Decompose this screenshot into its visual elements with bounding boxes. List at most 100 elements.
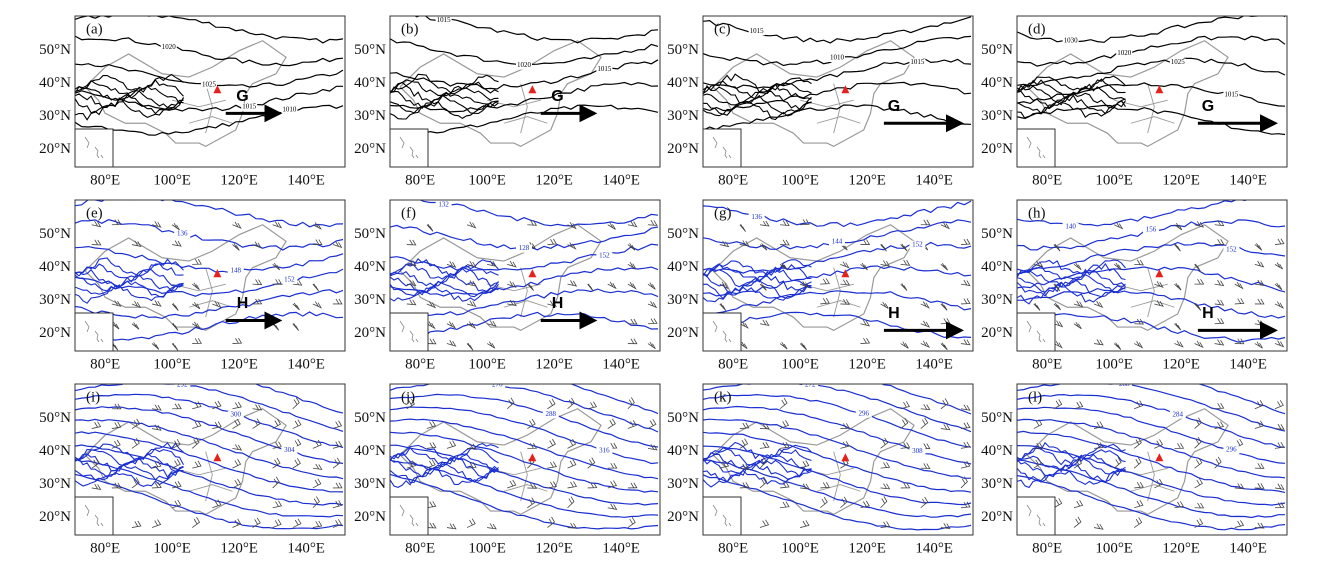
contour-line bbox=[1017, 393, 1286, 448]
wind-barb bbox=[800, 281, 810, 289]
wind-barb bbox=[1254, 420, 1265, 429]
contour-label-bg bbox=[749, 368, 765, 376]
contour-line bbox=[703, 241, 972, 274]
contour-line bbox=[1017, 456, 1126, 477]
wind-barb bbox=[1113, 457, 1122, 469]
lat-label: 20°N bbox=[354, 325, 386, 341]
wind-barb bbox=[192, 301, 201, 310]
contour-line bbox=[390, 79, 499, 97]
wind-barb bbox=[1073, 262, 1082, 271]
wind-barb bbox=[739, 438, 749, 449]
contour-line bbox=[703, 280, 812, 300]
wind-barb bbox=[192, 460, 202, 469]
wind-barb bbox=[426, 420, 437, 429]
panel-frame bbox=[702, 15, 974, 168]
contour-line bbox=[390, 451, 499, 472]
contour-label-bg bbox=[596, 252, 613, 261]
lat-label: 20°N bbox=[39, 141, 71, 157]
wind-barb bbox=[920, 463, 931, 469]
wind-barb bbox=[312, 520, 323, 528]
contour-line bbox=[1017, 384, 1286, 432]
wind-barb bbox=[860, 500, 870, 509]
wind-barb bbox=[1033, 442, 1044, 449]
contour-label-bg bbox=[1062, 222, 1079, 231]
contour-label-bg bbox=[174, 230, 191, 239]
inset-box bbox=[1016, 128, 1056, 168]
wind-barb bbox=[920, 404, 931, 411]
lon-label: 120°E bbox=[848, 172, 886, 188]
lat-label: 30°N bbox=[667, 476, 699, 492]
wind-barb bbox=[1274, 400, 1284, 410]
panel-label: (f) bbox=[401, 205, 416, 221]
lon-label: 140°E bbox=[915, 356, 953, 372]
wind-barb bbox=[426, 223, 434, 232]
contour-label: 288 bbox=[751, 368, 762, 376]
station-marker bbox=[213, 453, 222, 462]
lon-label: 100°E bbox=[468, 540, 506, 556]
wind-barb bbox=[406, 299, 417, 306]
wind-barb bbox=[312, 478, 322, 489]
contour-line bbox=[1017, 200, 1266, 228]
contour-label: 272 bbox=[1065, 368, 1076, 376]
wind-barb bbox=[739, 341, 748, 350]
wind-barb bbox=[840, 279, 851, 286]
inset-box bbox=[389, 312, 429, 352]
wind-barb bbox=[759, 442, 770, 449]
wind-barb bbox=[587, 401, 598, 410]
wind-barb bbox=[1094, 442, 1104, 449]
contour-label-bg bbox=[281, 446, 298, 455]
lon-label: 140°E bbox=[602, 356, 640, 372]
wind-barb bbox=[527, 219, 538, 226]
contour-label: 1020 bbox=[517, 61, 532, 69]
contour-line bbox=[75, 457, 184, 479]
wind-barb bbox=[192, 338, 202, 344]
contour-line bbox=[75, 89, 184, 109]
wind-barb bbox=[860, 337, 871, 344]
wind-barb bbox=[1254, 260, 1265, 268]
wind-barb bbox=[567, 438, 577, 449]
wind-barb bbox=[252, 298, 263, 305]
contour-label: 152 bbox=[1226, 245, 1237, 253]
lon-label: 80°E bbox=[90, 540, 120, 556]
inset-islands bbox=[399, 136, 419, 159]
contour-line bbox=[75, 35, 344, 67]
contour-line bbox=[703, 384, 972, 433]
contour-line bbox=[390, 442, 499, 462]
china-border bbox=[84, 40, 287, 148]
wind-barb bbox=[1053, 243, 1061, 252]
panel: 284 276 288 316 (j) 20°N 30°N 40°N 50°N 80°E 100°E… bbox=[354, 369, 661, 556]
lat-label: 40°N bbox=[981, 75, 1013, 91]
wind-barb bbox=[1274, 262, 1283, 270]
wind-barb bbox=[880, 437, 889, 449]
contour-line bbox=[703, 16, 972, 44]
wind-barb bbox=[212, 421, 222, 429]
wind-barb bbox=[446, 321, 457, 329]
wind-barb bbox=[1133, 457, 1142, 469]
contour-label: 128 bbox=[123, 193, 134, 201]
contour-label-bg bbox=[436, 369, 452, 377]
panel-label: (i) bbox=[86, 389, 100, 405]
wind-barb bbox=[312, 283, 319, 292]
wind-barb bbox=[426, 501, 437, 509]
wind-barb bbox=[466, 300, 477, 307]
wind-barb bbox=[312, 222, 322, 230]
wind-barb bbox=[191, 437, 200, 449]
wind-barb bbox=[232, 478, 242, 489]
contour-label: 288 bbox=[1119, 380, 1130, 388]
panel-frame bbox=[389, 15, 661, 168]
lon-label: 100°E bbox=[1095, 356, 1133, 372]
panel-label: (k) bbox=[714, 389, 732, 405]
wind-barb bbox=[426, 459, 436, 469]
wind-barb bbox=[607, 222, 616, 230]
panel-label: (l) bbox=[1028, 389, 1042, 405]
lon-label: 120°E bbox=[535, 356, 573, 372]
wind-barb bbox=[1194, 457, 1203, 469]
inset-box bbox=[702, 312, 742, 352]
contour-line bbox=[1017, 313, 1286, 343]
wind-barb bbox=[1053, 320, 1064, 328]
panel-frame bbox=[389, 383, 661, 536]
wind-barb bbox=[1073, 401, 1084, 410]
panel-label: (h) bbox=[1028, 205, 1046, 221]
contour-label: 144 bbox=[832, 237, 843, 245]
contour-line bbox=[703, 290, 972, 316]
